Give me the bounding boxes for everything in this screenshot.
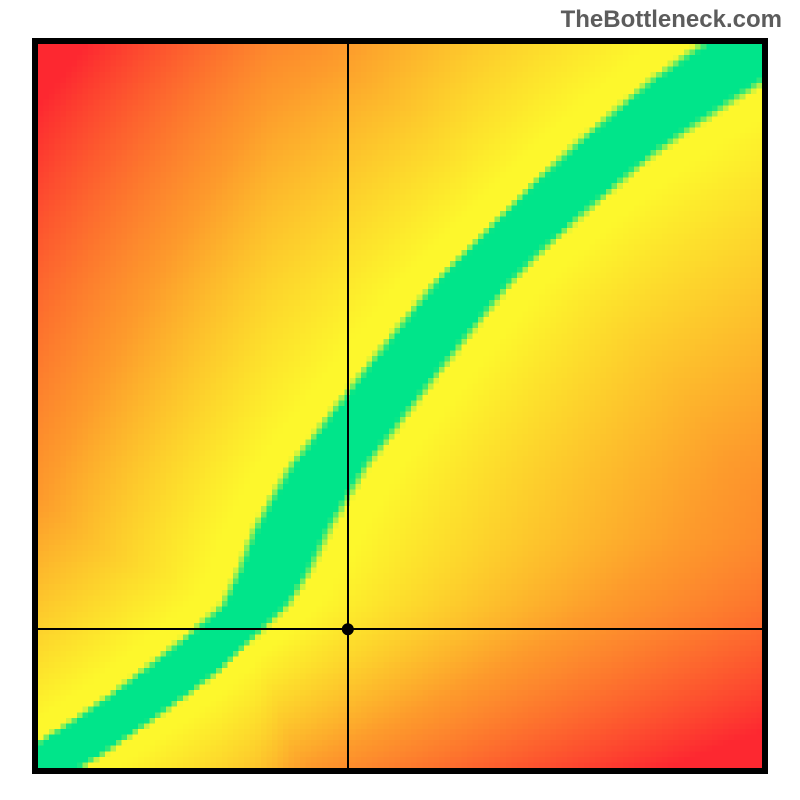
bottleneck-heatmap [38,44,763,769]
watermark-text: TheBottleneck.com [561,6,782,34]
crosshair-horizontal [38,628,763,630]
crosshair-vertical [347,44,349,769]
